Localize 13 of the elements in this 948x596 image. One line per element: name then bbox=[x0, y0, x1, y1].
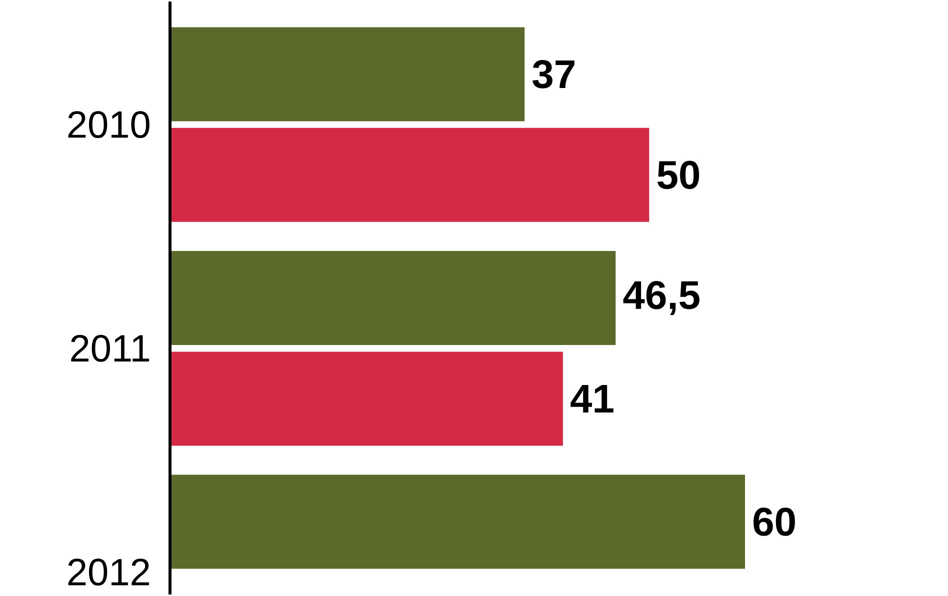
data-label: 37 bbox=[532, 60, 574, 88]
y-tick-label: 2011 bbox=[71, 334, 150, 362]
bar bbox=[170, 251, 616, 346]
y-tick-label: 2012 bbox=[68, 558, 150, 586]
bar bbox=[170, 128, 650, 222]
data-label: 50 bbox=[657, 160, 700, 190]
data-label: 46,5 bbox=[623, 280, 700, 316]
bar bbox=[170, 474, 746, 569]
data-label: 41 bbox=[570, 384, 614, 412]
y-tick-label: 2010 bbox=[68, 111, 150, 138]
bar bbox=[170, 352, 563, 446]
data-label: 60 bbox=[754, 508, 795, 536]
bar bbox=[170, 27, 525, 122]
